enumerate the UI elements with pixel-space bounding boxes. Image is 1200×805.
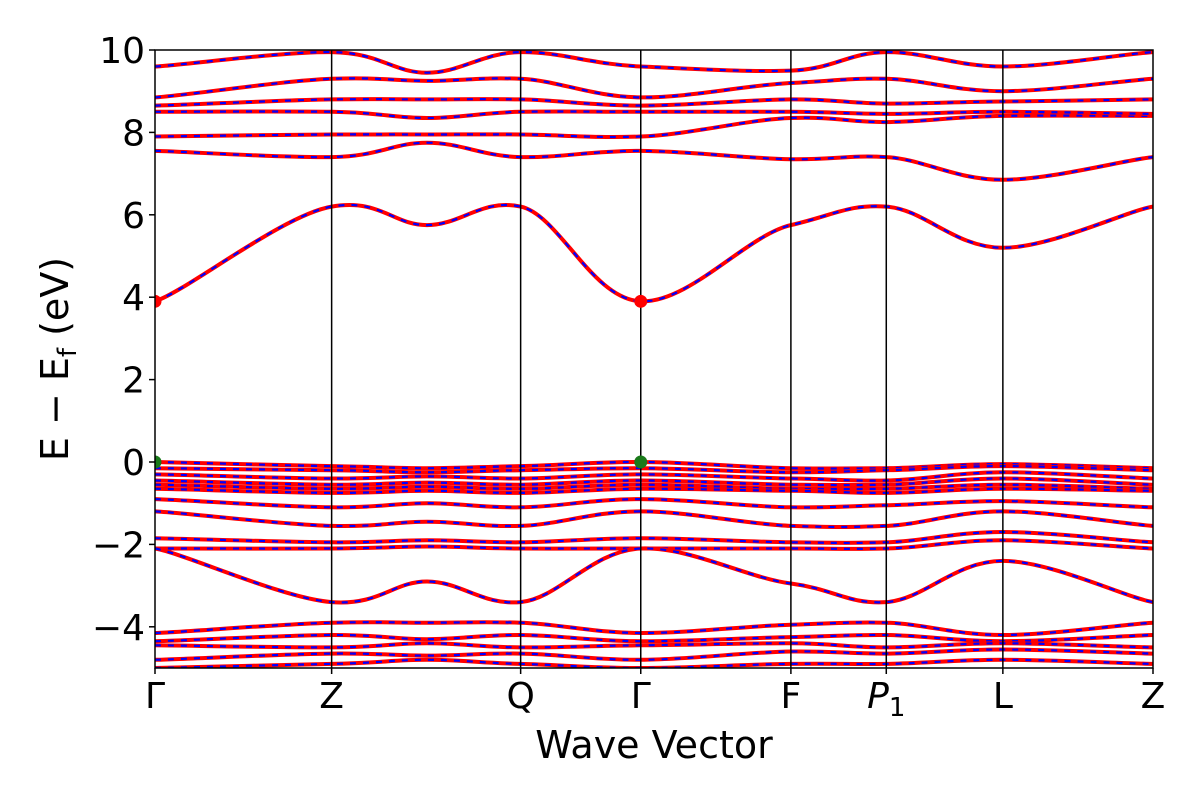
band-line-overlay-22 [155,50,1153,74]
x-tick-label: Z [1141,676,1166,717]
x-tick-label: P1 [867,676,905,723]
x-tick-label: Γ [631,676,651,717]
y-axis-label-subscript: f [53,347,83,357]
y-axis-label-main: E − E [33,357,77,461]
y-axis-label: E − Ef (eV) [33,257,83,461]
y-tick-label: −4 [92,608,145,649]
y-axis-ticks: −4 −2 0 2 4 6 8 10 [92,31,155,649]
y-tick-label: 10 [99,31,145,72]
x-tick-label: Γ [145,676,165,717]
y-tick-label: 6 [122,196,145,237]
x-tick-label: Q [506,676,534,717]
band-line-overlay-11 [155,547,1153,604]
band-edge-markers [155,294,648,469]
x-tick-label: L [993,676,1013,717]
y-tick-label: 8 [122,113,145,154]
y-tick-label: 0 [122,443,145,484]
x-tick-label: F [781,676,802,717]
y-tick-label: −2 [92,525,145,566]
band-edge-marker-1 [634,294,648,308]
band-edge-marker-2 [155,455,162,469]
y-tick-label: 2 [122,361,145,402]
high-symmetry-lines [330,50,1004,668]
plot-frame [154,49,1154,669]
y-tick-label: 4 [122,278,145,319]
x-tick-label: Z [319,676,344,717]
y-axis-label-unit: (eV) [33,257,77,348]
x-axis-label: Wave Vector [535,723,773,767]
band-edge-marker-3 [634,455,648,469]
band-edge-marker-0 [155,294,162,308]
x-axis-ticks: Γ Z Q Γ F P1 L Z [145,668,1165,723]
